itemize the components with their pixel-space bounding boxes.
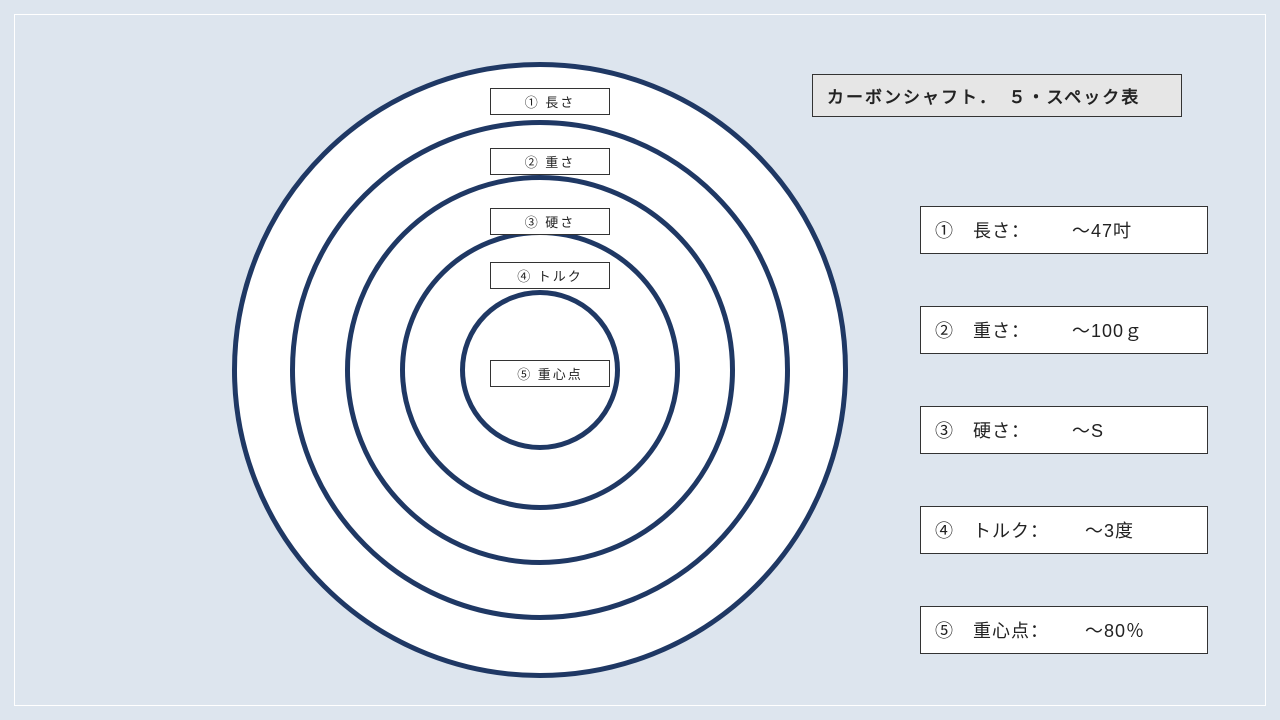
title-text: カーボンシャフト． ５・スペック表 [827, 88, 1140, 107]
ring-label-4: ④ トルク [490, 262, 610, 289]
ring-label-5: ⑤ 重心点 [490, 360, 610, 387]
spec-box-3: ③ 硬さ： ～S [920, 406, 1208, 454]
title-box: カーボンシャフト． ５・スペック表 [812, 74, 1182, 117]
ring-label-1: ① 長さ [490, 88, 610, 115]
spec-box-4: ④ トルク： ～3度 [920, 506, 1208, 554]
ring-label-2: ② 重さ [490, 148, 610, 175]
spec-box-2: ② 重さ： ～100ｇ [920, 306, 1208, 354]
spec-box-5: ⑤ 重心点： ～80％ [920, 606, 1208, 654]
spec-box-1: ① 長さ： ～47吋 [920, 206, 1208, 254]
ring-label-3: ③ 硬さ [490, 208, 610, 235]
